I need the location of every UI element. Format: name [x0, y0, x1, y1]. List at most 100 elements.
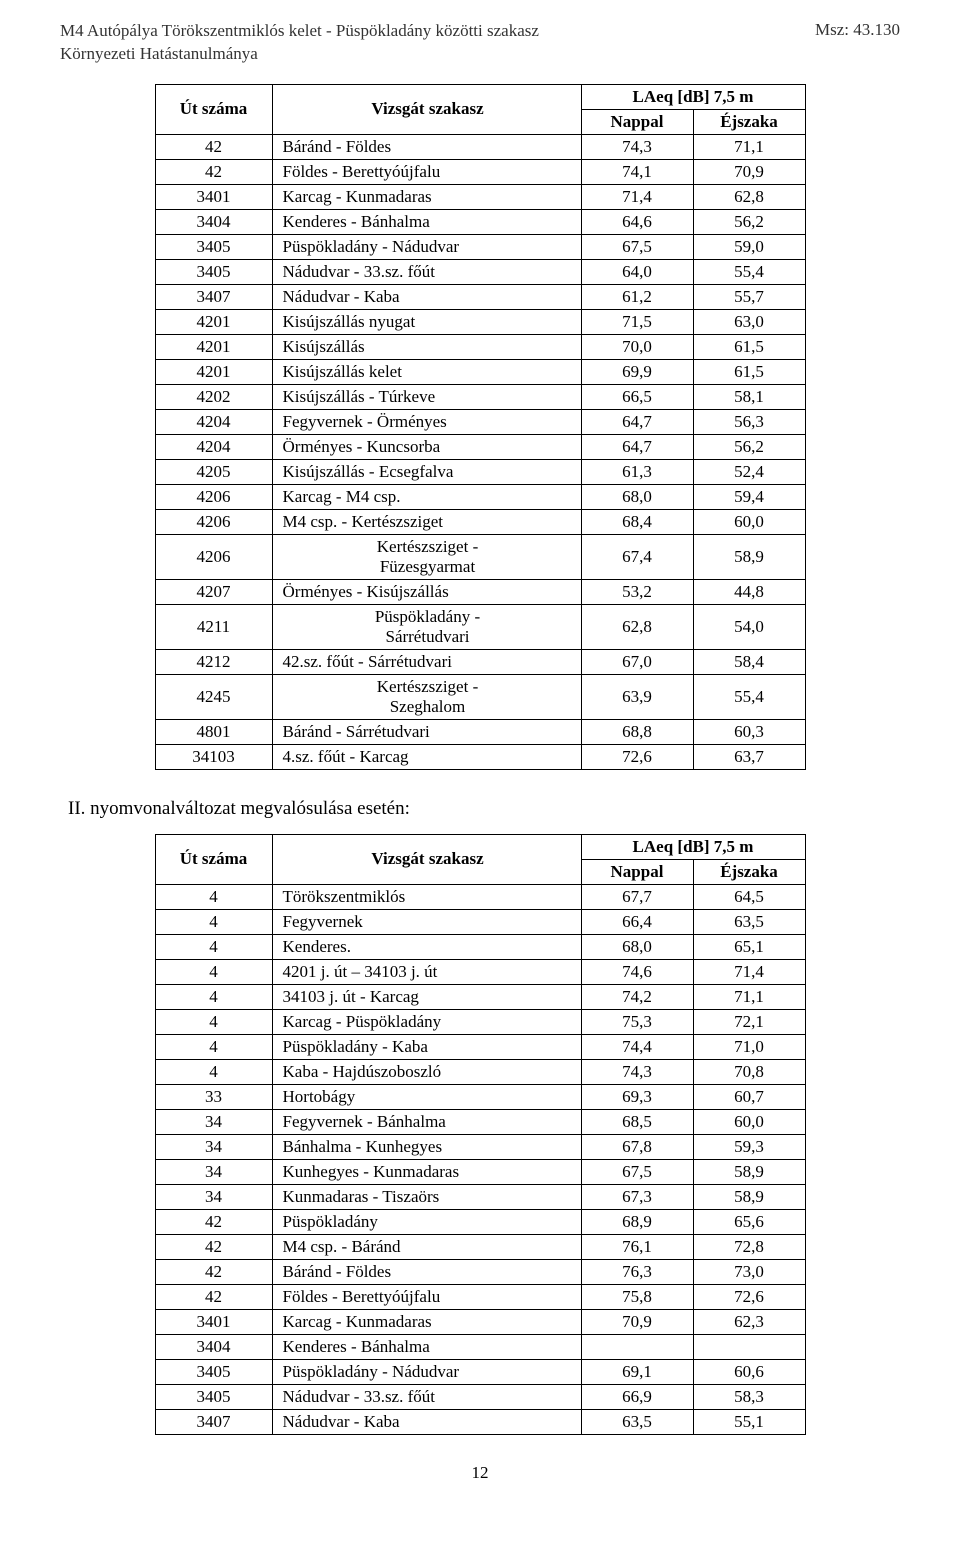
cell-nappal: 70,0: [581, 334, 693, 359]
cell-nappal: 75,8: [581, 1284, 693, 1309]
table-row: 3405Püspökladány - Nádudvar69,160,6: [155, 1359, 805, 1384]
cell-ejszaka: 61,5: [693, 359, 805, 384]
th-laeq: LAeq [dB] 7,5 m: [581, 84, 805, 109]
cell-route: 42: [155, 159, 272, 184]
cell-route: 4211: [155, 604, 272, 649]
table-row: 4Törökszentmiklós67,764,5: [155, 884, 805, 909]
cell-nappal: 64,7: [581, 409, 693, 434]
cell-route: 3405: [155, 1384, 272, 1409]
table-row: 42Püspökladány68,965,6: [155, 1209, 805, 1234]
th-route: Út száma: [155, 834, 272, 884]
cell-route: 4801: [155, 719, 272, 744]
cell-ejszaka: 72,8: [693, 1234, 805, 1259]
cell-section: Fegyvernek - Örményes: [272, 409, 581, 434]
cell-section: Karcag - Püspökladány: [272, 1009, 581, 1034]
cell-nappal: 69,9: [581, 359, 693, 384]
cell-nappal: 74,6: [581, 959, 693, 984]
cell-section: Kisújszállás kelet: [272, 359, 581, 384]
cell-nappal: 67,8: [581, 1134, 693, 1159]
table-row: 3405Nádudvar - 33.sz. főút66,958,3: [155, 1384, 805, 1409]
cell-nappal: 75,3: [581, 1009, 693, 1034]
cell-nappal: 72,6: [581, 744, 693, 769]
cell-ejszaka: 72,6: [693, 1284, 805, 1309]
page: M4 Autópálya Törökszentmiklós kelet - Pü…: [0, 0, 960, 1523]
cell-route: 4206: [155, 534, 272, 579]
cell-route: 34: [155, 1134, 272, 1159]
page-number: 12: [60, 1463, 900, 1483]
cell-route: 33: [155, 1084, 272, 1109]
cell-nappal: 74,4: [581, 1034, 693, 1059]
cell-ejszaka: 60,0: [693, 1109, 805, 1134]
cell-ejszaka: 70,9: [693, 159, 805, 184]
header-title-line1: M4 Autópálya Törökszentmiklós kelet - Pü…: [60, 21, 539, 40]
cell-section: Püspökladány -Sárrétudvari: [272, 604, 581, 649]
th-section: Vizsgát szakasz: [272, 84, 581, 134]
cell-ejszaka: 55,7: [693, 284, 805, 309]
cell-section: Fegyvernek: [272, 909, 581, 934]
table-row: 44201 j. út – 34103 j. út74,671,4: [155, 959, 805, 984]
table-row: 4206M4 csp. - Kertészsziget68,460,0: [155, 509, 805, 534]
cell-route: 3401: [155, 184, 272, 209]
cell-section: Püspökladány - Nádudvar: [272, 234, 581, 259]
cell-ejszaka: [693, 1334, 805, 1359]
cell-route: 4: [155, 884, 272, 909]
cell-section: Kisújszállás - Ecsegfalva: [272, 459, 581, 484]
cell-ejszaka: 70,8: [693, 1059, 805, 1084]
header-title-line2: Környezeti Hatástanulmánya: [60, 44, 258, 63]
cell-nappal: 67,4: [581, 534, 693, 579]
cell-section: 34103 j. út - Karcag: [272, 984, 581, 1009]
table-row: 4202Kisújszállás - Túrkeve66,558,1: [155, 384, 805, 409]
cell-section: Kaba - Hajdúszoboszló: [272, 1059, 581, 1084]
cell-nappal: 67,5: [581, 1159, 693, 1184]
cell-section: Örményes - Kuncsorba: [272, 434, 581, 459]
cell-route: 3407: [155, 1409, 272, 1434]
cell-route: 4: [155, 1034, 272, 1059]
cell-route: 42: [155, 134, 272, 159]
cell-section: 4.sz. főút - Karcag: [272, 744, 581, 769]
table-row: 34Kunmadaras - Tiszaörs67,358,9: [155, 1184, 805, 1209]
cell-ejszaka: 60,0: [693, 509, 805, 534]
cell-route: 4: [155, 1009, 272, 1034]
table-row: 4211Püspökladány -Sárrétudvari62,854,0: [155, 604, 805, 649]
cell-route: 4245: [155, 674, 272, 719]
cell-ejszaka: 71,1: [693, 134, 805, 159]
cell-ejszaka: 59,0: [693, 234, 805, 259]
cell-section: Kenderes - Bánhalma: [272, 1334, 581, 1359]
cell-section: Kisújszállás: [272, 334, 581, 359]
table-row: 4207Örményes - Kisújszállás53,244,8: [155, 579, 805, 604]
cell-ejszaka: 62,3: [693, 1309, 805, 1334]
table-row: 34Fegyvernek - Bánhalma68,560,0: [155, 1109, 805, 1134]
cell-section: Kunmadaras - Tiszaörs: [272, 1184, 581, 1209]
cell-section: Bánhalma - Kunhegyes: [272, 1134, 581, 1159]
cell-route: 34: [155, 1184, 272, 1209]
cell-ejszaka: 63,7: [693, 744, 805, 769]
table-row: 4245Kertészsziget -Szeghalom63,955,4: [155, 674, 805, 719]
cell-ejszaka: 59,4: [693, 484, 805, 509]
cell-nappal: 64,6: [581, 209, 693, 234]
cell-ejszaka: 58,9: [693, 1184, 805, 1209]
cell-nappal: 66,9: [581, 1384, 693, 1409]
cell-route: 34: [155, 1109, 272, 1134]
cell-nappal: 71,5: [581, 309, 693, 334]
cell-ejszaka: 60,3: [693, 719, 805, 744]
cell-route: 3401: [155, 1309, 272, 1334]
cell-ejszaka: 63,0: [693, 309, 805, 334]
table-1: Út száma Vizsgát szakasz LAeq [dB] 7,5 m…: [155, 84, 806, 770]
cell-section: Kisújszállás - Túrkeve: [272, 384, 581, 409]
cell-route: 3405: [155, 234, 272, 259]
cell-ejszaka: 56,3: [693, 409, 805, 434]
cell-route: 4201: [155, 359, 272, 384]
cell-ejszaka: 63,5: [693, 909, 805, 934]
cell-ejszaka: 58,9: [693, 534, 805, 579]
cell-route: 42: [155, 1234, 272, 1259]
cell-section: Karcag - Kunmadaras: [272, 184, 581, 209]
cell-route: 3405: [155, 259, 272, 284]
table-row: 4204Fegyvernek - Örményes64,756,3: [155, 409, 805, 434]
cell-route: 3404: [155, 1334, 272, 1359]
table-row: 42Földes - Berettyóújfalu74,170,9: [155, 159, 805, 184]
cell-nappal: 66,5: [581, 384, 693, 409]
table-row: 33Hortobágy69,360,7: [155, 1084, 805, 1109]
cell-ejszaka: 56,2: [693, 434, 805, 459]
cell-nappal: 67,3: [581, 1184, 693, 1209]
cell-nappal: 64,0: [581, 259, 693, 284]
